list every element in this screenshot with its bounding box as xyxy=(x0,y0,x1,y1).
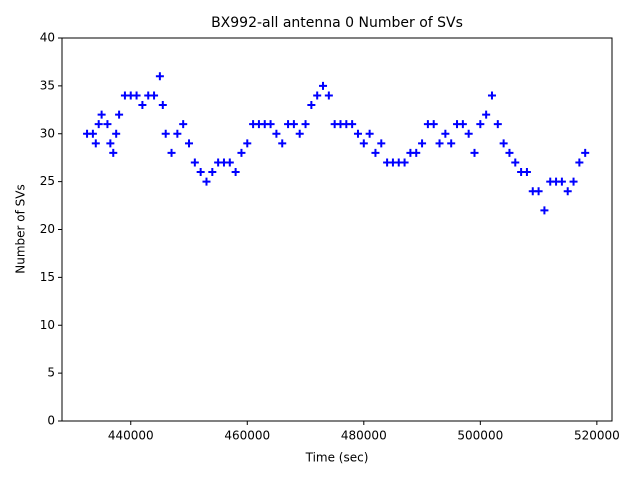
point xyxy=(208,168,217,177)
point xyxy=(167,148,176,157)
point xyxy=(458,120,467,129)
point xyxy=(511,158,520,167)
point xyxy=(225,158,234,167)
y-axis-label: Number of SVs xyxy=(14,184,28,273)
point xyxy=(112,129,121,138)
point xyxy=(348,120,357,129)
point xyxy=(581,148,590,157)
chart-title: BX992-all antenna 0 Number of SVs xyxy=(211,15,463,31)
point xyxy=(575,158,584,167)
point xyxy=(359,139,368,148)
point xyxy=(499,139,508,148)
point xyxy=(447,139,456,148)
point xyxy=(487,91,496,100)
point xyxy=(429,120,438,129)
point xyxy=(441,129,450,138)
point xyxy=(237,148,246,157)
point xyxy=(400,158,409,167)
point xyxy=(371,148,380,157)
point xyxy=(482,110,491,119)
point xyxy=(301,120,310,129)
point xyxy=(534,187,543,196)
x-tick-label: 480000 xyxy=(341,429,387,443)
y-tick-label: 30 xyxy=(40,126,55,140)
point xyxy=(266,120,275,129)
point xyxy=(563,187,572,196)
point xyxy=(540,206,549,215)
point xyxy=(173,129,182,138)
y-tick-label: 40 xyxy=(40,31,55,45)
point xyxy=(557,177,566,186)
point xyxy=(377,139,386,148)
point xyxy=(115,110,124,119)
y-tick-label: 25 xyxy=(40,174,55,188)
y-tick-label: 10 xyxy=(40,318,55,332)
point xyxy=(307,101,316,110)
point xyxy=(103,120,112,129)
point xyxy=(161,129,170,138)
point xyxy=(109,148,118,157)
point xyxy=(435,139,444,148)
y-tick-label: 35 xyxy=(40,78,55,92)
point xyxy=(158,101,167,110)
x-tick-label: 460000 xyxy=(224,429,270,443)
point xyxy=(91,139,100,148)
y-tick-label: 5 xyxy=(47,366,55,380)
point xyxy=(272,129,281,138)
y-tick-label: 15 xyxy=(40,270,55,284)
point xyxy=(94,120,103,129)
point xyxy=(243,139,252,148)
point xyxy=(231,168,240,177)
point xyxy=(295,129,304,138)
point xyxy=(313,91,322,100)
y-tick-label: 20 xyxy=(40,222,55,236)
point xyxy=(150,91,159,100)
point xyxy=(470,148,479,157)
plot-frame xyxy=(61,37,613,422)
point xyxy=(289,120,298,129)
point xyxy=(155,72,164,81)
point xyxy=(493,120,502,129)
point xyxy=(505,148,514,157)
y-tick-label: 0 xyxy=(47,414,55,428)
point xyxy=(418,139,427,148)
point xyxy=(190,158,199,167)
point xyxy=(196,168,205,177)
x-tick-label: 500000 xyxy=(457,429,503,443)
point xyxy=(412,148,421,157)
x-axis-label: Time (sec) xyxy=(305,451,369,465)
point xyxy=(132,91,141,100)
point xyxy=(106,139,115,148)
point xyxy=(464,129,473,138)
point xyxy=(569,177,578,186)
point xyxy=(88,129,97,138)
x-tick-label: 520000 xyxy=(574,429,620,443)
point xyxy=(522,168,531,177)
point xyxy=(319,81,328,90)
point xyxy=(324,91,333,100)
x-tick-label: 440000 xyxy=(108,429,154,443)
point xyxy=(365,129,374,138)
point xyxy=(202,177,211,186)
point xyxy=(179,120,188,129)
point xyxy=(353,129,362,138)
point xyxy=(138,101,147,110)
point xyxy=(278,139,287,148)
point xyxy=(97,110,106,119)
point xyxy=(185,139,194,148)
point xyxy=(476,120,485,129)
